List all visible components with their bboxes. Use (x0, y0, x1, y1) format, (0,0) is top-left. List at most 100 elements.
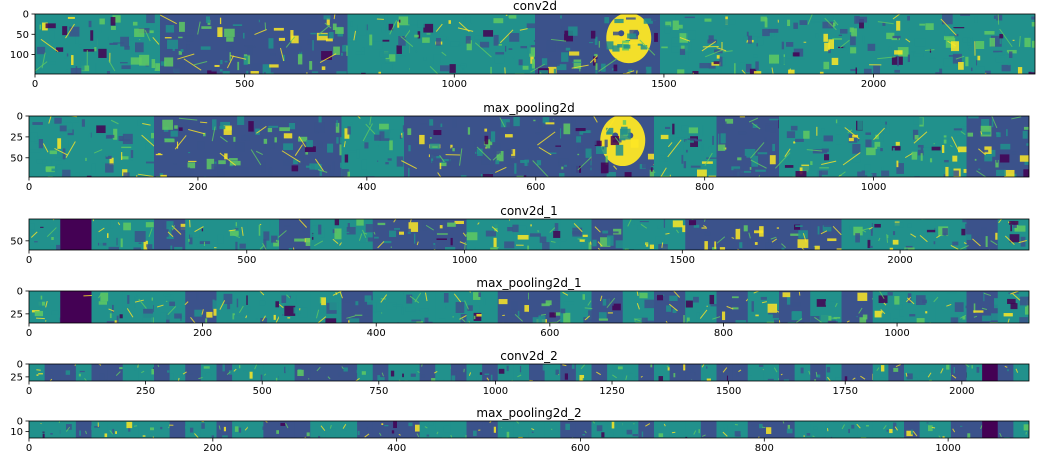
subplot-3: conv2d_1 0 500 1000 1500 2000 50 (10, 204, 1030, 266)
feature-panel (341, 364, 358, 381)
feature-panel (435, 364, 452, 381)
x-tick-label: 1000 (442, 79, 467, 90)
y-tick-label: 25 (10, 372, 23, 383)
x-tick-label: 1000 (884, 328, 909, 339)
feature-panel (60, 291, 92, 323)
feature-panel (529, 421, 546, 438)
feature-panel (169, 364, 186, 381)
x-tick-label: 1000 (452, 255, 477, 266)
feature-panel (575, 421, 592, 438)
feature-panel (247, 421, 264, 438)
feature-panel (700, 421, 717, 438)
y-tick-label: 25 (10, 132, 23, 143)
feature-panel (44, 364, 61, 381)
subplot-5: conv2d_2 0 250 500 750 1000 1250 1500 1750 2000 02… (10, 349, 1030, 397)
x-tick-label: 0 (26, 255, 32, 266)
feature-panel (154, 421, 171, 438)
feature-panel (950, 364, 967, 381)
feature-panel (200, 421, 217, 438)
y-tick-label: 0 (17, 360, 23, 371)
x-tick-label: 2000 (887, 255, 912, 266)
feature-panel (1013, 364, 1029, 381)
subplot-title: conv2d_2 (500, 349, 558, 363)
x-tick-label: 600 (526, 182, 545, 193)
feature-panel (263, 364, 280, 381)
x-tick-label: 1000 (483, 386, 508, 397)
feature-panel (966, 116, 1029, 177)
feature-panel (29, 421, 46, 438)
feature-panel (857, 421, 874, 438)
feature-panel (372, 364, 389, 381)
feature-panel (529, 364, 546, 381)
feature-panel (185, 291, 217, 323)
subplot-2: max_pooling2d 0 200 400 600 800 1000 0 25 50 (10, 101, 1030, 193)
y-tick-label: 0 (17, 112, 23, 123)
x-tick-label: 200 (193, 328, 212, 339)
x-tick-label: 500 (237, 255, 256, 266)
x-tick-label: 400 (357, 182, 376, 193)
feature-panel (29, 291, 61, 323)
feature-panel (450, 421, 467, 438)
x-tick-label: 400 (367, 328, 386, 339)
feature-panel (435, 421, 452, 438)
feature-panel (107, 421, 124, 438)
x-tick-label: 250 (136, 386, 155, 397)
feature-panel (138, 421, 155, 438)
x-tick-label: 600 (540, 328, 559, 339)
feature-panel (810, 364, 827, 381)
feature-panel (497, 364, 514, 381)
feature-panel (310, 421, 327, 438)
feature-panel (544, 364, 561, 381)
subplot-title: max_pooling2d_1 (476, 276, 581, 290)
feature-panel (75, 421, 92, 438)
feature-panel (404, 364, 421, 381)
feature-panel (779, 364, 796, 381)
feature-panel (654, 421, 671, 438)
x-tick-label: 200 (188, 182, 207, 193)
feature-panel (700, 364, 717, 381)
x-tick-label: 800 (755, 443, 774, 454)
feature-panel (747, 364, 764, 381)
feature-panel (904, 116, 967, 177)
feature-map-image (29, 219, 1029, 250)
subplot-title: conv2d (513, 0, 557, 13)
feature-panel (638, 421, 655, 438)
y-tick-label: 50 (10, 236, 23, 247)
feature-panel (185, 364, 202, 381)
x-tick-label: 0 (26, 182, 32, 193)
feature-panel (622, 219, 655, 250)
x-tick-label: 500 (235, 79, 254, 90)
axes-frame (28, 218, 1030, 251)
feature-panel (966, 421, 983, 438)
y-tick-label: 50 (10, 153, 23, 164)
x-tick-label: 750 (369, 386, 388, 397)
feature-panel (685, 421, 702, 438)
feature-panel (482, 364, 499, 381)
subplot-1: conv2d 0 500 1000 1500 2000 0 50 100 (10, 0, 1036, 90)
feature-panel (982, 364, 999, 381)
feature-panel (872, 421, 889, 438)
feature-panel (513, 364, 530, 381)
subplot-title: conv2d_1 (500, 204, 558, 218)
feature-panel (44, 421, 61, 438)
feature-panel (169, 421, 186, 438)
feature-map-image (29, 364, 1029, 381)
feature-panel (888, 364, 905, 381)
feature-panel (591, 364, 608, 381)
x-tick-label: 500 (253, 386, 272, 397)
feature-panel (60, 219, 92, 250)
x-tick-label: 2000 (949, 386, 974, 397)
axes-frame (34, 13, 1036, 75)
feature-panel (325, 364, 342, 381)
feature-panel (216, 364, 233, 381)
subplot-6: max_pooling2d_2 0 200 400 600 800 1000 010 (10, 406, 1030, 454)
feature-panel (285, 14, 348, 74)
y-tick-label: 10 (10, 427, 23, 438)
feature-panel (29, 364, 46, 381)
x-tick-label: 800 (695, 182, 714, 193)
feature-panel (654, 364, 671, 381)
feature-panel (341, 116, 405, 177)
x-tick-label: 2000 (861, 79, 886, 90)
